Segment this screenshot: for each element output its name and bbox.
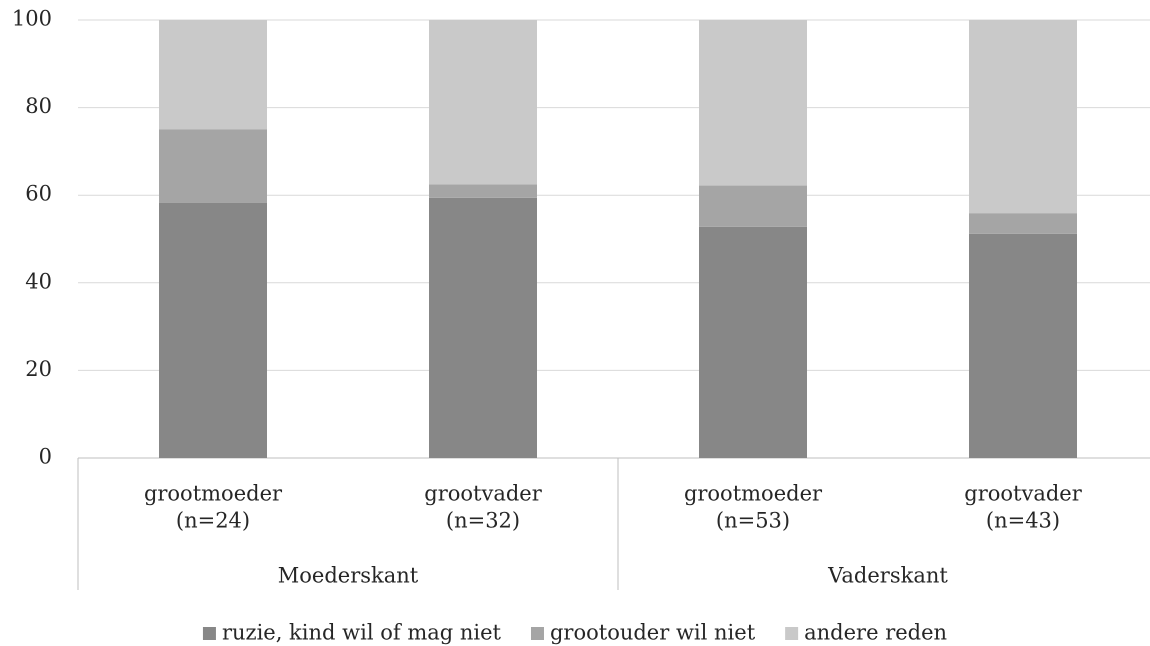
bar-segment	[429, 20, 537, 185]
y-tick-label: 60	[25, 182, 52, 206]
bar-segment	[429, 197, 537, 458]
x-tick-label: grootmoeder	[684, 482, 823, 506]
bar-segment	[159, 202, 267, 458]
legend-swatch	[785, 627, 799, 640]
bar-segment	[699, 226, 807, 458]
x-tick-label: grootmoeder	[144, 482, 283, 506]
bar-segment	[969, 233, 1077, 458]
y-tick-label: 40	[25, 269, 52, 293]
legend-swatch	[202, 627, 216, 640]
group-label: Moederskant	[278, 564, 419, 588]
x-tick-label: grootvader	[424, 482, 542, 506]
bar-segment	[159, 129, 267, 203]
x-tick-label: (n=32)	[446, 509, 520, 533]
legend-label: ruzie, kind wil of mag niet	[222, 621, 502, 645]
bar-segment	[969, 213, 1077, 234]
legend-label: andere reden	[804, 621, 947, 645]
y-tick-label: 20	[25, 357, 52, 381]
x-tick-label: (n=43)	[986, 509, 1060, 533]
bar-segment	[159, 20, 267, 130]
bar-segment	[699, 20, 807, 186]
bar-segment	[429, 184, 537, 198]
legend-label: grootouder wil niet	[550, 621, 756, 645]
group-label: Vaderskant	[827, 564, 948, 588]
x-tick-label: (n=53)	[716, 509, 790, 533]
y-tick-label: 0	[39, 445, 52, 469]
y-tick-label: 100	[12, 7, 52, 31]
bar-segment	[969, 20, 1077, 214]
legend-swatch	[530, 627, 544, 640]
x-tick-label: grootvader	[964, 482, 1082, 506]
bar-segment	[699, 185, 807, 227]
x-tick-label: (n=24)	[176, 509, 250, 533]
y-tick-label: 80	[25, 94, 52, 118]
